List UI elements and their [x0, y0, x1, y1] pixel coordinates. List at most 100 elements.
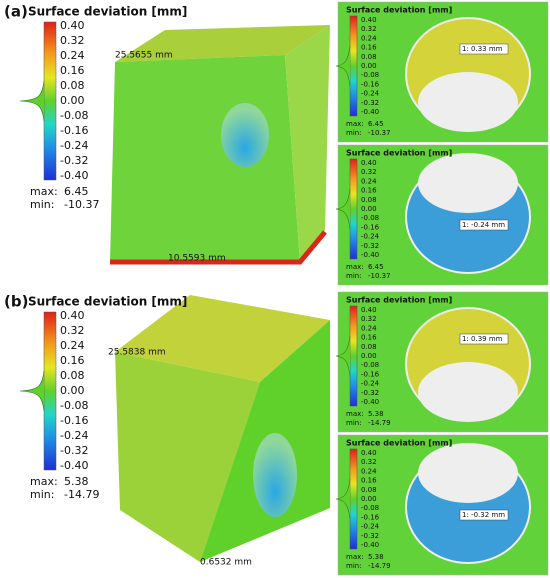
- ring-inner: [418, 362, 518, 422]
- scale-tick: -0.16: [361, 80, 380, 88]
- histogram: [335, 478, 351, 520]
- scale-tick: 0.08: [60, 369, 85, 382]
- max-value: 6.45: [368, 120, 384, 128]
- annotation: 1: 0.33 mm: [462, 45, 503, 53]
- min-label: min:: [30, 488, 54, 501]
- scale-tick: 0.32: [361, 25, 377, 33]
- scale-tick: 0.16: [60, 354, 85, 367]
- scale-tick: -0.32: [60, 154, 88, 167]
- annotation: 1: 0.39 mm: [462, 335, 503, 343]
- max-label: max:: [30, 475, 58, 488]
- ring-inner: [418, 153, 518, 213]
- edge-defects: [110, 230, 327, 265]
- scale-tick: -0.24: [60, 429, 88, 442]
- scale-tick: -0.40: [361, 398, 379, 406]
- scale-tick: 0.40: [361, 306, 377, 314]
- max-value: 5.38: [368, 410, 384, 418]
- scale-tick: -0.08: [60, 109, 88, 122]
- min-value: -14.79: [368, 419, 391, 427]
- scale-tick: -0.16: [361, 370, 380, 378]
- annotation: 1: -0.24 mm: [462, 221, 505, 229]
- scale-tick: 0.40: [361, 159, 377, 167]
- dimension-label: 25.5838 mm: [108, 348, 166, 358]
- ring-inner: [418, 72, 518, 132]
- scale-tick: 0.16: [361, 334, 377, 342]
- scale-title: Surface deviation [mm]: [346, 296, 452, 305]
- scale-tick: -0.08: [361, 214, 379, 222]
- scale-tick: 0.32: [60, 34, 85, 47]
- scale-tick: 0.32: [361, 458, 377, 466]
- scale-tick: -0.08: [361, 504, 379, 512]
- scale-tick: -0.24: [361, 233, 380, 241]
- scale-title: Surface deviation [mm]: [346, 149, 452, 158]
- scale-tick: 0.40: [60, 19, 85, 32]
- colorbar: [43, 21, 57, 181]
- max-label: max:: [30, 185, 58, 198]
- max-label: max:: [346, 120, 364, 128]
- min-label: min:: [346, 129, 362, 137]
- hole: [253, 433, 297, 517]
- scale-tick: 0.08: [60, 79, 85, 92]
- scale-tick: 0.32: [361, 168, 377, 176]
- dimension-label: 0.6532 mm: [200, 558, 252, 568]
- scale-tick: 0.16: [60, 64, 85, 77]
- block-top: [115, 25, 330, 62]
- scale-title: Surface deviation [mm]: [28, 295, 187, 309]
- scale-tick: 0.00: [60, 94, 85, 107]
- scale-tick: -0.40: [60, 459, 88, 472]
- min-value: -14.79: [368, 562, 391, 570]
- min-label: min:: [346, 562, 362, 570]
- scale-tick: -0.40: [361, 251, 379, 259]
- annotation-box: [459, 333, 509, 345]
- colorbar: [43, 311, 57, 471]
- min-value: -14.79: [64, 488, 99, 501]
- min-value: -10.37: [64, 198, 99, 211]
- max-value: 5.38: [64, 475, 89, 488]
- scale-tick: -0.08: [361, 71, 379, 79]
- block-top: [115, 295, 330, 382]
- scale-tick: 0.08: [361, 343, 377, 351]
- scale-tick: 0.32: [361, 315, 377, 323]
- histogram: [19, 80, 45, 122]
- annotation-box: [459, 509, 509, 521]
- scale-title: Surface deviation [mm]: [346, 6, 452, 15]
- scale-tick: 0.08: [361, 486, 377, 494]
- scale-tick: 0.00: [361, 62, 377, 70]
- max-value: 5.38: [368, 553, 384, 561]
- block-side: [285, 25, 330, 262]
- scale-tick: 0.24: [361, 177, 377, 185]
- colorbar: [349, 448, 358, 550]
- max-value: 6.45: [368, 263, 384, 271]
- scale-tick: -0.32: [361, 99, 379, 107]
- scale-tick: 0.00: [361, 205, 377, 213]
- block-front: [115, 352, 260, 562]
- scale-tick: 0.24: [361, 324, 377, 332]
- scale-tick: 0.00: [60, 384, 85, 397]
- scale-tick: -0.32: [361, 532, 379, 540]
- min-value: -10.37: [368, 272, 391, 280]
- scale-tick: 0.32: [60, 324, 85, 337]
- annotation-box: [459, 219, 509, 231]
- scale-tick: 0.24: [60, 339, 85, 352]
- scale-tick: -0.08: [60, 399, 88, 412]
- annotation-box: [459, 43, 509, 55]
- scale-tick: -0.32: [361, 242, 379, 250]
- scale-title: Surface deviation [mm]: [346, 439, 452, 448]
- annotation: 1: -0.32 mm: [462, 511, 505, 519]
- ring-inner: [418, 443, 518, 503]
- max-label: max:: [346, 263, 364, 271]
- block-front: [110, 55, 300, 262]
- scale-tick: 0.00: [361, 495, 377, 503]
- scale-tick: -0.24: [60, 139, 88, 152]
- scale-tick: 0.08: [361, 53, 377, 61]
- scale-tick: 0.00: [361, 352, 377, 360]
- scale-tick: 0.16: [361, 44, 377, 52]
- scale-tick: -0.32: [60, 444, 88, 457]
- scale-tick: 0.40: [361, 16, 377, 24]
- scale-tick: 0.24: [60, 49, 85, 62]
- scale-tick: -0.08: [361, 361, 379, 369]
- scale-tick: 0.08: [361, 196, 377, 204]
- histogram: [335, 188, 351, 230]
- scale-tick: 0.16: [361, 187, 377, 195]
